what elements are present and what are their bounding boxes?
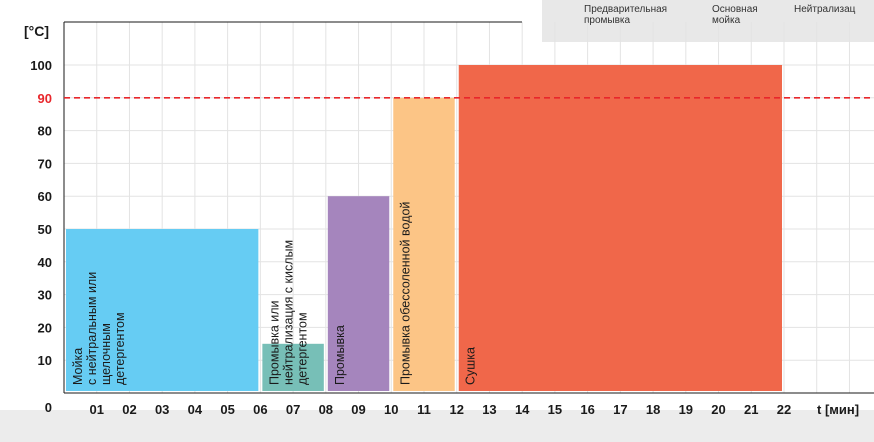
x-tick-label: 04	[188, 402, 203, 417]
x-tick-label: 19	[679, 402, 693, 417]
legend-item-main-wash: Основная мойка	[712, 4, 758, 26]
y-tick-label: 60	[38, 189, 52, 204]
x-tick-label: 17	[613, 402, 627, 417]
x-tick-label: 13	[482, 402, 496, 417]
phase-bar	[66, 229, 259, 391]
legend-item-prewash: Предварительная промывка	[584, 4, 668, 26]
x-tick-label: 22	[777, 402, 791, 417]
x-tick-label: 15	[548, 402, 562, 417]
bottom-band	[0, 410, 874, 442]
x-tick-label: 05	[220, 402, 234, 417]
x-tick-label: 09	[351, 402, 365, 417]
x-tick-label: 14	[515, 402, 530, 417]
phase-bar	[327, 196, 390, 391]
phase-label-line: нейтрализация с кислым	[281, 240, 295, 385]
x-tick-label: 10	[384, 402, 398, 417]
phase-label-line: Промывка обессоленной водой	[398, 202, 412, 385]
y-tick-label: 70	[38, 156, 52, 171]
phase-label-line: Мойка	[71, 348, 85, 385]
phase-label-line: щелочным	[99, 323, 113, 385]
phase-bar	[458, 65, 782, 391]
axes: [°C] t [мин]	[24, 21, 874, 417]
x-tick-label: 16	[580, 402, 594, 417]
phase-label: Промывка обессоленной водой	[398, 202, 412, 385]
legend-item-neutralization: Нейтрализац	[794, 4, 856, 15]
y-tick-label: 10	[38, 353, 52, 368]
x-axis-label: t [мин]	[817, 402, 859, 417]
x-tick-label: 08	[319, 402, 333, 417]
legend-panel: Предварительная промывка Основная мойка …	[542, 0, 874, 42]
phase-label-line: Сушка	[464, 347, 478, 385]
phase-label: Промывка	[333, 325, 347, 385]
phase-label-line: детергентом	[295, 312, 309, 385]
x-tick-label: 20	[711, 402, 725, 417]
bars: Мойкас нейтральным илищелочнымдетергенто…	[66, 65, 782, 392]
phase-bar	[262, 343, 324, 391]
y-tick-label: 80	[38, 124, 52, 139]
x-tick-label: 21	[744, 402, 758, 417]
phase-label: Сушка	[464, 347, 478, 385]
tick-labels: 0 10 20 30 40 50 60 70 80 90 100 01 02 03 04 05 06 07 08 09…	[30, 58, 791, 417]
x-tick-label: 06	[253, 402, 267, 417]
x-tick-label: 03	[155, 402, 169, 417]
y-tick-label: 0	[45, 400, 52, 415]
phase-label-line: Промывка или	[267, 300, 281, 385]
x-tick-label: 18	[646, 402, 660, 417]
x-tick-label: 02	[122, 402, 136, 417]
y-tick-label: 40	[38, 255, 52, 270]
phase-label: Мойкас нейтральным илищелочнымдетергенто…	[71, 272, 127, 385]
y-tick-label: 100	[30, 58, 52, 73]
y-tick-label: 50	[38, 222, 52, 237]
phase-label-line: с нейтральным или	[85, 272, 99, 385]
x-tick-label: 11	[417, 402, 431, 417]
phase-bar	[393, 97, 455, 392]
y-tick-label: 20	[38, 320, 52, 335]
phase-label: Промывка илинейтрализация с кислымдетерг…	[267, 240, 309, 385]
x-tick-label: 01	[89, 402, 103, 417]
phase-label-line: Промывка	[333, 325, 347, 385]
phase-label-line: детергентом	[113, 312, 127, 385]
y-axis-label: [°C]	[24, 23, 49, 39]
x-tick-label: 07	[286, 402, 300, 417]
y-tick-label: 30	[38, 288, 52, 303]
y-tick-label: 90	[38, 91, 52, 106]
x-tick-label: 12	[449, 402, 463, 417]
